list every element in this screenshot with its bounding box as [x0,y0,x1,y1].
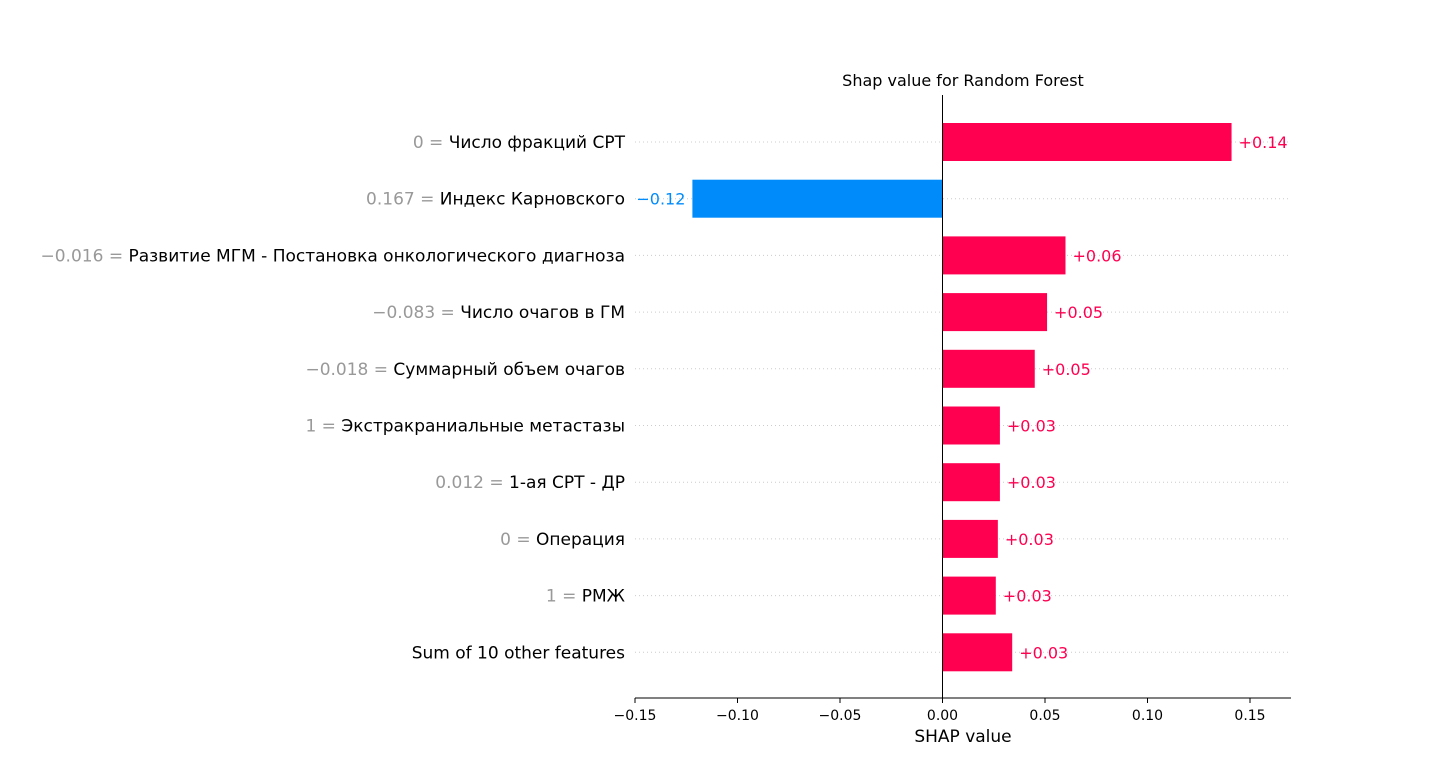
x-tick-label: 0.15 [1234,708,1265,724]
feature-value: 0.167 = [366,190,440,210]
bar [942,293,1048,332]
feature-label: −0.018 = Суммарный объем очагов [305,360,625,380]
feature-name: РМЖ [582,587,625,607]
bar [942,463,1000,502]
x-axis-title: SHAP value [914,727,1011,747]
feature-label: 1 = РМЖ [546,587,625,607]
bar-value-label: −0.12 [636,190,685,209]
x-tick-label: 0.00 [927,708,958,724]
feature-name: Индекс Карновского [440,190,625,210]
bar-value-label: +0.06 [1073,246,1122,265]
feature-label: −0.083 = Число очагов в ГМ [372,303,625,323]
chart-title: Shap value for Random Forest [842,71,1084,90]
bar [942,519,998,558]
feature-label: −0.016 = Развитие МГМ - Постановка онкол… [41,246,626,266]
feature-name: Число фракций СРТ [449,133,626,153]
bars: +0.14 −0.12 +0.06 +0.05 +0.05 +0.03 +0.03 +0.03… [636,123,1288,672]
x-axis: −0.15 −0.10 −0.05 0.00 0.05 0.10 0.15 [614,697,1291,724]
bar-value-label: +0.05 [1054,303,1103,322]
bar-value-label: +0.03 [1005,530,1054,549]
bar [942,576,996,615]
bar-value-label: +0.03 [1019,643,1068,662]
bar [942,349,1035,388]
feature-value: 0 = [413,133,449,153]
bar [942,236,1066,275]
feature-name: Sum of 10 other features [412,643,625,663]
row-guides [635,141,1291,653]
feature-value: 1 = [305,417,341,437]
feature-label: 0 = Операция [500,530,625,550]
feature-value: 0.012 = [435,473,509,493]
feature-value: −0.083 = [372,303,460,323]
bar-value-label: +0.05 [1042,360,1091,379]
x-tick-label: 0.10 [1132,708,1163,724]
bar-value-label: +0.03 [1003,587,1052,606]
bar [942,123,1232,161]
feature-labels: 0 = Число фракций СРТ 0.167 = Индекс Карн… [41,133,626,663]
feature-name: Суммарный объем очагов [393,360,625,380]
feature-name: 1-ая СРТ - ДР [509,473,625,493]
x-tick-label: −0.10 [716,708,759,724]
feature-name: Операция [536,530,625,550]
feature-label: 0.167 = Индекс Карновского [366,190,625,210]
bar [942,633,1013,672]
x-tick-label: 0.05 [1029,708,1060,724]
feature-name: Экстракраниальные метастазы [341,417,625,437]
bar [692,179,943,218]
bar-value-label: +0.03 [1007,473,1056,492]
bar [942,406,1000,445]
x-tick-label: −0.05 [819,708,862,724]
feature-value: −0.018 = [305,360,393,380]
feature-name: Число очагов в ГМ [460,303,625,323]
feature-value: −0.016 = [41,246,129,266]
feature-label: Sum of 10 other features [412,643,625,663]
feature-value: 1 = [546,587,582,607]
bar-value-label: +0.14 [1239,133,1288,152]
feature-name: Развитие МГМ - Постановка онкологическог… [128,246,625,266]
feature-label: 0 = Число фракций СРТ [413,133,626,153]
bar-value-label: +0.03 [1007,417,1056,436]
feature-label: 0.012 = 1-ая СРТ - ДР [435,473,625,493]
feature-label: 1 = Экстракраниальные метастазы [305,417,625,437]
feature-value: 0 = [500,530,536,550]
x-tick-label: −0.15 [614,708,657,724]
